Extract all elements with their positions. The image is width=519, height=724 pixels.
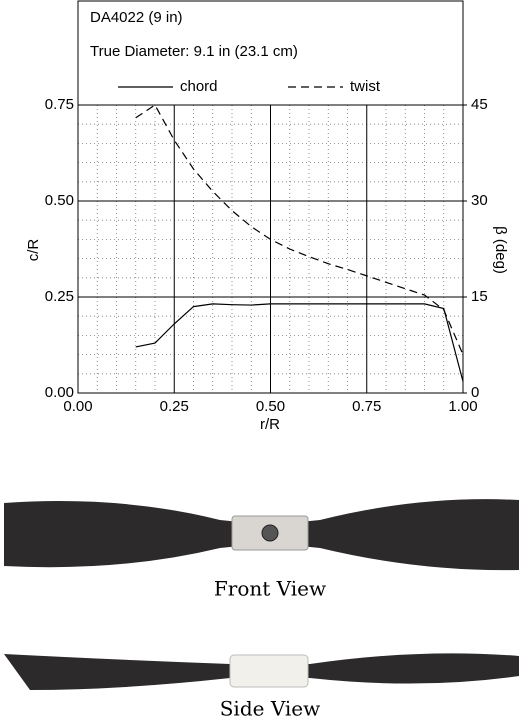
x-axis-label: r/R: [260, 416, 280, 433]
x-tick-label: 0.00: [63, 398, 92, 415]
caption: Side View: [220, 697, 321, 721]
y2-tick-label: 0: [471, 384, 479, 401]
chart-title: DA4022 (9 in): [90, 9, 183, 26]
y2-tick-label: 45: [471, 96, 488, 113]
y2-tick-label: 15: [471, 288, 488, 305]
y-tick-label: 0.50: [45, 192, 74, 209]
y-axis-label: c/R: [25, 239, 42, 262]
caption: Front View: [214, 577, 326, 601]
y-tick-label: 0.75: [45, 96, 74, 113]
x-tick-label: 1.00: [448, 398, 477, 415]
chart-subtitle: True Diameter: 9.1 in (23.1 cm): [90, 43, 298, 60]
y-tick-label: 0.25: [45, 288, 74, 305]
front-view-photo: [4, 499, 519, 571]
data-line: [135, 303, 464, 382]
y2-axis-label: β (deg): [492, 226, 509, 274]
y-tick-label: 0.00: [45, 384, 74, 401]
legend-label: twist: [350, 78, 381, 95]
x-tick-label: 0.50: [256, 398, 285, 415]
x-tick-label: 0.75: [352, 398, 381, 415]
data-line: [135, 104, 464, 355]
nut: [261, 524, 279, 542]
y2-tick-label: 30: [471, 192, 488, 209]
hub: [229, 654, 309, 688]
legend-label: chord: [180, 78, 218, 95]
plot-frame: [77, 104, 464, 394]
x-tick-label: 0.25: [160, 398, 189, 415]
side-view-photo: [4, 653, 519, 690]
